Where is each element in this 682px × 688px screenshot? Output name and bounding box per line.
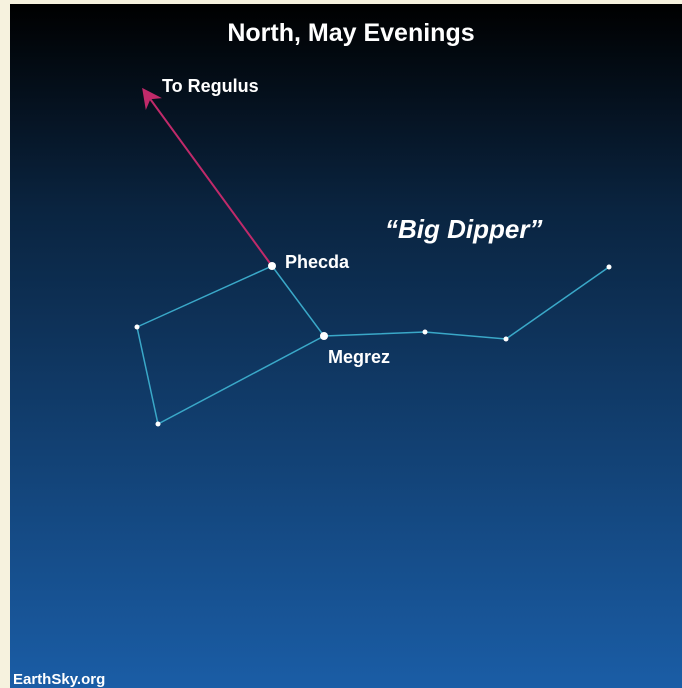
- asterism-label: “Big Dipper”: [385, 214, 542, 244]
- star: [503, 336, 509, 342]
- star: [422, 329, 428, 335]
- star: [320, 332, 328, 340]
- star: [606, 264, 612, 270]
- pointer-arrow: [142, 87, 273, 267]
- star-label: Phecda: [285, 252, 350, 272]
- arrow-label: To Regulus: [162, 76, 259, 96]
- star: [155, 421, 161, 427]
- dipper-handle: [323, 266, 610, 340]
- star: [134, 324, 140, 330]
- title: North, May Evenings: [227, 19, 474, 47]
- credit: EarthSky.org: [13, 671, 105, 688]
- sky-background: [10, 4, 682, 688]
- stars: [134, 262, 612, 427]
- star: [268, 262, 276, 270]
- star-label: Megrez: [328, 347, 390, 367]
